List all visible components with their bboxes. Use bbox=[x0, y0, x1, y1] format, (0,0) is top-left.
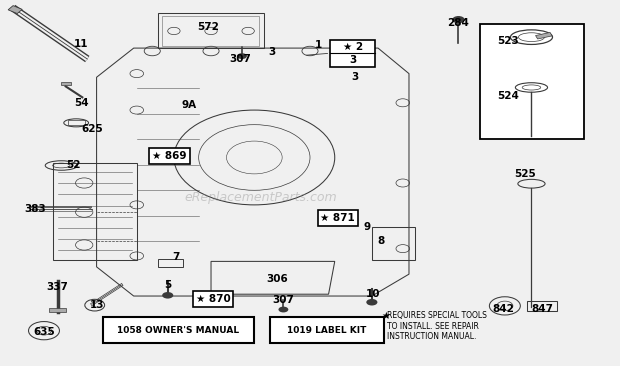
Text: 1058 OWNER'S MANUAL: 1058 OWNER'S MANUAL bbox=[117, 326, 239, 335]
Bar bbox=[159, 259, 183, 267]
Bar bbox=[330, 40, 375, 67]
Text: 54: 54 bbox=[74, 98, 89, 108]
Bar bbox=[526, 301, 557, 311]
Text: 525: 525 bbox=[515, 169, 536, 179]
Text: 52: 52 bbox=[66, 161, 81, 171]
Text: 1019 LABEL KIT: 1019 LABEL KIT bbox=[287, 326, 366, 335]
Bar bbox=[480, 25, 584, 139]
Text: 306: 306 bbox=[267, 273, 288, 284]
Text: REQUIRES SPECIAL TOOLS
TO INSTALL. SEE REPAIR
INSTRUCTION MANUAL.: REQUIRES SPECIAL TOOLS TO INSTALL. SEE R… bbox=[388, 311, 487, 341]
Text: 9: 9 bbox=[364, 223, 371, 232]
Bar bbox=[103, 317, 254, 343]
Text: 307: 307 bbox=[229, 54, 251, 64]
Text: 11: 11 bbox=[74, 40, 89, 49]
Text: 3: 3 bbox=[268, 48, 275, 57]
Circle shape bbox=[366, 299, 378, 306]
Text: 635: 635 bbox=[33, 328, 55, 337]
Text: 383: 383 bbox=[24, 203, 46, 213]
Bar bbox=[270, 317, 384, 343]
Text: 5: 5 bbox=[164, 280, 171, 290]
Text: ★: ★ bbox=[381, 311, 390, 321]
Bar bbox=[61, 82, 71, 85]
Text: ★ 869: ★ 869 bbox=[153, 151, 187, 161]
Bar bbox=[536, 33, 552, 39]
Text: 523: 523 bbox=[497, 36, 519, 46]
Bar bbox=[53, 163, 137, 259]
Text: 7: 7 bbox=[172, 252, 179, 262]
Text: 10: 10 bbox=[366, 289, 380, 299]
Text: 9A: 9A bbox=[182, 100, 197, 109]
Text: ★ 870: ★ 870 bbox=[195, 294, 230, 304]
Bar bbox=[8, 5, 22, 14]
Text: 307: 307 bbox=[272, 295, 294, 305]
Circle shape bbox=[452, 16, 464, 23]
Circle shape bbox=[162, 292, 173, 299]
Text: 284: 284 bbox=[448, 18, 469, 28]
Text: 8: 8 bbox=[377, 236, 384, 246]
Text: ★ 871: ★ 871 bbox=[321, 213, 355, 223]
Circle shape bbox=[278, 307, 288, 313]
Text: eReplacementParts.com: eReplacementParts.com bbox=[184, 191, 337, 204]
Text: 1: 1 bbox=[315, 40, 322, 50]
Text: ★ 2: ★ 2 bbox=[343, 42, 363, 52]
Text: 3: 3 bbox=[349, 55, 356, 65]
Text: 13: 13 bbox=[89, 300, 104, 310]
Bar bbox=[49, 308, 66, 313]
Text: 524: 524 bbox=[497, 91, 519, 101]
Text: 625: 625 bbox=[81, 124, 103, 134]
Text: 842: 842 bbox=[492, 304, 514, 314]
Text: 337: 337 bbox=[46, 282, 69, 292]
Text: 3: 3 bbox=[352, 72, 359, 82]
Text: 572: 572 bbox=[198, 22, 219, 32]
Bar bbox=[68, 120, 85, 126]
Text: 847: 847 bbox=[531, 304, 553, 314]
Circle shape bbox=[237, 53, 247, 59]
